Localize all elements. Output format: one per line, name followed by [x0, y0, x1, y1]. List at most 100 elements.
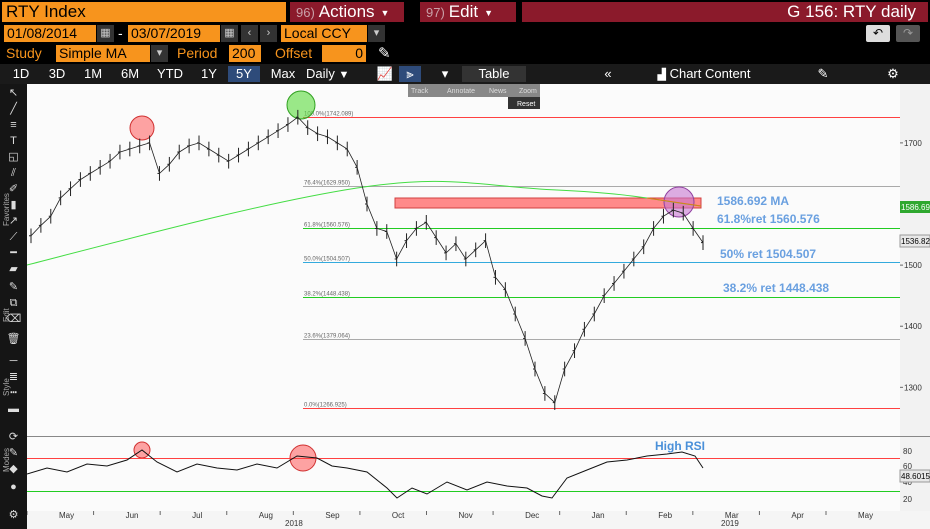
style-dash-icon[interactable]: ┅ — [10, 387, 17, 399]
line-tool-icon[interactable]: ╱ — [10, 103, 17, 115]
pencil-icon[interactable]: ✎ — [378, 45, 391, 62]
period-1y-button[interactable]: 1Y — [201, 66, 217, 81]
period-1m-button[interactable]: 1M — [83, 66, 103, 81]
period-input[interactable]: 200 — [229, 45, 261, 62]
fib50-annotation: 50% ret 1504.507 — [720, 247, 816, 261]
moving-average-line — [27, 180, 702, 266]
channel-icon[interactable]: ⫽ — [11, 167, 16, 179]
mode-draw-icon[interactable]: ✎ — [8, 447, 19, 459]
ma-annotation: 1586.692 MA — [717, 194, 789, 208]
edit-menu-button[interactable]: 97) Edit ▼ — [420, 2, 516, 22]
calendar-icon[interactable]: ▦ — [97, 25, 114, 42]
track-button[interactable]: Track — [411, 88, 429, 95]
period-label: Period — [177, 45, 218, 61]
mode-palette-icon[interactable]: ◆ — [9, 463, 18, 475]
year-label-2019: 2019 — [721, 519, 739, 528]
next-arrow-icon[interactable]: › — [260, 25, 277, 42]
chevron-down-icon[interactable]: ▾ — [368, 25, 385, 42]
redo-button[interactable]: ↷ — [896, 25, 920, 42]
marker-icon[interactable]: ▮ — [10, 199, 17, 211]
shapes-icon[interactable]: ◱ — [8, 151, 19, 163]
pointer-icon[interactable]: ↖ — [8, 87, 19, 99]
price-tick-label: 1300 — [904, 383, 922, 392]
gear-icon[interactable]: ⚙ — [8, 509, 19, 521]
undo-button[interactable]: ↶ — [866, 25, 890, 42]
reset-button[interactable]: Reset — [517, 101, 535, 108]
price-chart[interactable]: 100.0%(1742.089) 76.4%(1629.950) 61.8%(156… — [27, 84, 930, 529]
ray-icon[interactable]: ⟋ — [9, 231, 18, 243]
price-panel — [27, 84, 900, 436]
study-bar: Study Simple MA ▾ Period 200 Offset 0 ✎ — [0, 44, 930, 64]
period-3d-button[interactable]: 3D — [48, 66, 66, 81]
style-line-icon[interactable]: ─ — [9, 355, 18, 367]
news-button[interactable]: News — [489, 88, 507, 95]
ma-overlay-line — [646, 197, 702, 207]
ticker-field[interactable]: RTY Index — [2, 2, 286, 22]
period-ytd-button[interactable]: YTD — [157, 66, 183, 81]
x-tick-label: Nov — [459, 511, 473, 520]
fibonacci-icon[interactable]: ≡ — [10, 119, 17, 131]
zoom-button[interactable]: Zoom — [519, 88, 537, 95]
x-tick-label: May — [59, 511, 74, 520]
gear-icon[interactable]: ⚙ — [882, 66, 904, 82]
actions-menu-button[interactable]: 96) Actions ▼ — [290, 2, 404, 22]
bar-chart-icon[interactable]: ⫸ — [399, 66, 421, 82]
calendar-icon[interactable]: ▦ — [221, 25, 238, 42]
reset-button-bg[interactable] — [508, 97, 540, 109]
ma-price-tag — [900, 201, 930, 213]
chevron-down-icon[interactable]: ▾ — [432, 66, 458, 82]
x-tick-label: May — [858, 511, 873, 520]
style-width-icon[interactable]: ≣ — [8, 371, 19, 383]
edit-chart-icon[interactable]: ✎ — [812, 66, 834, 82]
x-axis-labels: May Jun Jul Aug Sep Oct Nov Dec Jan Feb Mar Apr May — [27, 511, 873, 520]
copy-icon[interactable]: ⧉ — [9, 297, 18, 309]
text-tool-icon[interactable]: T — [10, 135, 17, 147]
resistance-zone[interactable] — [394, 197, 702, 209]
start-date-input[interactable]: 01/08/2014 — [4, 25, 96, 42]
fib-level-label: 61.8%(1560.576) — [304, 223, 350, 229]
ma-price-tag-text: 1586.692 — [901, 203, 930, 212]
page-title: G 156: RTY daily — [522, 2, 928, 22]
table-button[interactable]: Table — [462, 66, 526, 82]
pen-icon[interactable]: ✎ — [8, 281, 19, 293]
fib-level-label: 23.6%(1379.064) — [304, 334, 350, 340]
frequency-select[interactable]: Daily ▼ — [306, 66, 358, 82]
collapse-icon[interactable]: « — [596, 66, 620, 82]
eraser-icon[interactable]: ⌫ — [5, 313, 22, 325]
chevron-down-icon[interactable]: ▾ — [151, 45, 168, 62]
period-5y-button[interactable]: 5Y — [228, 66, 260, 82]
last-price-tag — [899, 234, 930, 248]
period-1d-button[interactable]: 1D — [12, 66, 30, 81]
mode-icon[interactable]: ⟳ — [8, 431, 19, 443]
price-bars — [29, 109, 704, 410]
rsi-last-tag-text: 48.6015 — [901, 472, 930, 481]
arrow-icon[interactable]: ↗ — [8, 215, 19, 227]
study-select[interactable]: Simple MA — [56, 45, 150, 62]
end-date-input[interactable]: 03/07/2019 — [128, 25, 220, 42]
trash-icon[interactable]: 🗑 — [6, 333, 21, 345]
x-tick-label: Mar — [725, 511, 739, 520]
peak-circle-aug[interactable] — [286, 90, 316, 120]
period-max-button[interactable]: Max — [270, 66, 296, 81]
peak-circle-jun[interactable] — [129, 115, 155, 141]
chevron-down-icon: ▼ — [338, 69, 350, 81]
ruler-icon[interactable]: ▰ — [9, 263, 18, 275]
edit-label: Edit — [448, 2, 479, 21]
price-axis-panel — [900, 84, 930, 511]
offset-input[interactable]: 0 — [322, 45, 366, 62]
prev-arrow-icon[interactable]: ‹ — [241, 25, 258, 42]
period-6m-button[interactable]: 6M — [120, 66, 140, 81]
mode-color-icon[interactable]: ● — [10, 481, 17, 493]
title-bar: RTY Index 96) Actions ▼ 97) Edit ▼ G 156: RT… — [0, 0, 930, 24]
annotate-button[interactable]: Annotate — [447, 88, 475, 95]
line-chart-icon[interactable]: 📈 — [374, 66, 396, 82]
currency-select[interactable]: Local CCY — [281, 25, 367, 42]
rsi-tick: 80 — [903, 447, 912, 456]
peak-circle-feb[interactable] — [663, 186, 695, 218]
style-label: Style — [2, 378, 11, 396]
style-color-icon[interactable]: ▬ — [8, 403, 19, 415]
horizontal-line-icon[interactable]: ━ — [10, 247, 17, 259]
brush-icon[interactable]: ✐ — [8, 183, 19, 195]
chart-content-button[interactable]: ▟ Chart Content — [646, 66, 762, 82]
side-toolbar: ↖ ╱ ≡ T ◱ ⫽ ✐ ▮ ↗ ⟋ ━ ▰ ✎ ⧉ ⌫ 🗑 ─ ≣ ┅ ▬ … — [0, 84, 27, 529]
